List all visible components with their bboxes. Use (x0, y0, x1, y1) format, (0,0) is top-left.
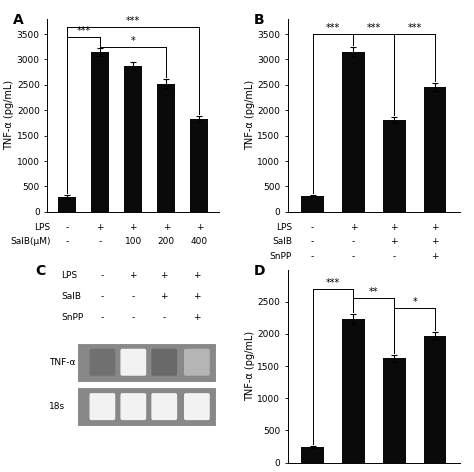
Bar (424, 336, 447, 463)
Text: +: + (391, 223, 398, 232)
Bar (383, 120, 406, 212)
FancyBboxPatch shape (120, 393, 146, 420)
Text: SnPP: SnPP (270, 252, 292, 261)
Text: +: + (391, 237, 398, 246)
Text: -: - (352, 237, 355, 246)
Text: D: D (254, 264, 265, 278)
FancyBboxPatch shape (151, 393, 177, 420)
Text: LPS: LPS (61, 271, 77, 280)
Bar (424, 87, 447, 212)
Y-axis label: TNF-α (pg/mL): TNF-α (pg/mL) (4, 80, 14, 151)
Text: -: - (101, 271, 104, 280)
FancyBboxPatch shape (120, 349, 146, 376)
Text: +: + (193, 292, 201, 301)
Text: ***: *** (326, 278, 340, 288)
Text: +: + (129, 223, 137, 232)
Text: LPS: LPS (276, 223, 292, 232)
Text: ***: *** (367, 23, 381, 34)
Text: A: A (13, 13, 24, 27)
Text: SalB: SalB (61, 292, 81, 301)
Text: TNF-α: TNF-α (49, 358, 76, 367)
FancyBboxPatch shape (151, 349, 177, 376)
Text: 200: 200 (158, 237, 175, 246)
Text: -: - (65, 237, 69, 246)
Text: ***: *** (326, 23, 340, 34)
Text: +: + (163, 223, 170, 232)
Text: ***: *** (77, 26, 91, 36)
Text: +: + (196, 223, 203, 232)
Text: -: - (352, 252, 355, 261)
Y-axis label: TNF-α (pg/mL): TNF-α (pg/mL) (245, 80, 255, 151)
Bar (383, 358, 406, 463)
Text: C: C (36, 264, 46, 278)
Text: LPS: LPS (35, 223, 51, 232)
Text: -: - (101, 313, 104, 322)
Text: ***: *** (408, 23, 422, 34)
FancyBboxPatch shape (184, 349, 210, 376)
Text: +: + (193, 313, 201, 322)
Text: SnPP: SnPP (61, 313, 83, 322)
Text: -: - (311, 223, 314, 232)
Bar (58, 196, 76, 212)
Text: +: + (431, 237, 439, 246)
Text: -: - (311, 237, 314, 246)
Bar (191, 119, 209, 212)
Text: ***: *** (126, 16, 140, 25)
Text: +: + (193, 271, 201, 280)
Text: -: - (99, 237, 102, 246)
Text: +: + (161, 292, 168, 301)
Text: -: - (311, 252, 314, 261)
Text: -: - (65, 223, 69, 232)
Bar (157, 84, 175, 212)
Text: -: - (101, 292, 104, 301)
Bar (77, 388, 216, 426)
Text: -: - (132, 313, 135, 322)
Text: +: + (129, 271, 137, 280)
FancyBboxPatch shape (90, 349, 115, 376)
Text: +: + (97, 223, 104, 232)
Text: +: + (431, 223, 439, 232)
Bar (77, 343, 216, 381)
Text: 400: 400 (191, 237, 208, 246)
Bar (91, 52, 109, 212)
Text: -: - (392, 252, 396, 261)
Text: +: + (161, 271, 168, 280)
Text: 100: 100 (125, 237, 142, 246)
Bar (342, 52, 365, 212)
Bar (301, 447, 324, 463)
Text: +: + (431, 252, 439, 261)
FancyBboxPatch shape (184, 393, 210, 420)
Y-axis label: TNF-α (pg/mL): TNF-α (pg/mL) (245, 331, 255, 401)
FancyBboxPatch shape (90, 393, 115, 420)
Bar (342, 319, 365, 463)
Text: *: * (412, 297, 417, 307)
Text: **: ** (369, 287, 379, 297)
Text: +: + (350, 223, 357, 232)
Text: 18s: 18s (49, 402, 65, 411)
Text: B: B (254, 13, 264, 27)
Text: -: - (132, 292, 135, 301)
Bar (301, 196, 324, 212)
Bar (124, 66, 142, 212)
Text: *: * (131, 36, 136, 46)
Text: SalB(μM): SalB(μM) (10, 237, 51, 246)
Text: SalB: SalB (272, 237, 292, 246)
Text: -: - (163, 313, 166, 322)
